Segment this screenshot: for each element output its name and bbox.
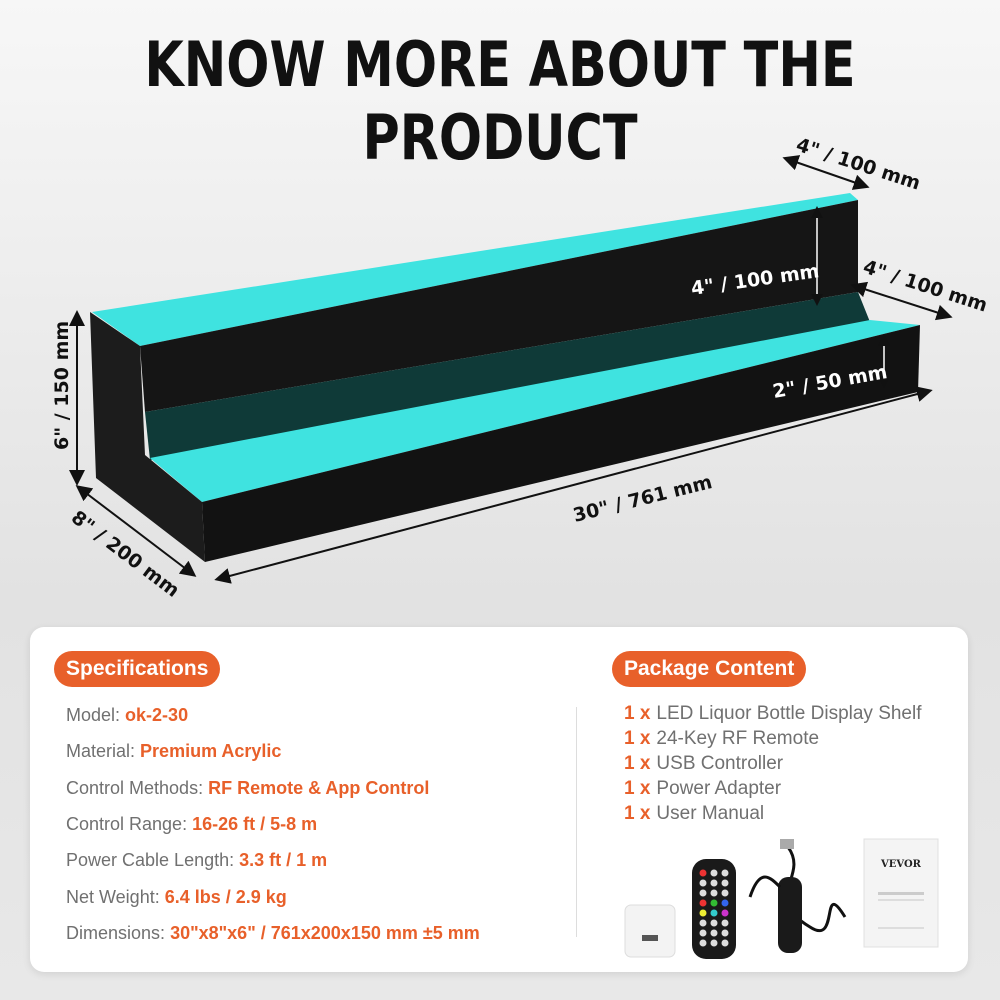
remote-image — [692, 859, 736, 959]
top-depth-arrow — [782, 155, 870, 190]
manual-brand-logo: VEVOR — [880, 859, 922, 870]
user-manual-image: VEVOR — [863, 838, 939, 948]
remote-button — [721, 939, 729, 947]
remote-button — [699, 929, 707, 937]
spec-label: Material: — [66, 741, 136, 762]
remote-button — [699, 919, 707, 927]
power-adapter-image — [624, 904, 676, 958]
upper-shelf-front — [140, 200, 858, 412]
package-item: 1 x User Manual — [624, 803, 764, 825]
upper-shelf-top — [92, 193, 858, 346]
remote-button — [710, 869, 718, 877]
package-qty: 1 x — [624, 753, 651, 774]
package-photos: VEVOR — [624, 838, 939, 959]
remote-button — [699, 939, 707, 947]
remote-button — [710, 919, 718, 927]
spec-label: Control Methods: — [66, 777, 204, 798]
spec-row: Material: Premium Acrylic — [66, 741, 281, 762]
package-item: 1 x 24-Key RF Remote — [624, 728, 819, 750]
remote-button — [721, 879, 729, 887]
package-qty: 1 x — [624, 803, 651, 824]
package-name: USB Controller — [656, 753, 784, 774]
usb-controller-image — [748, 839, 847, 953]
remote-button — [699, 899, 707, 907]
spec-value: 3.3 ft / 1 m — [239, 850, 328, 871]
top-depth-label: 4" / 100 mm — [793, 134, 923, 195]
remote-button — [710, 939, 718, 947]
spec-label: Dimensions: — [66, 922, 166, 943]
spec-label: Power Cable Length: — [66, 850, 235, 871]
remote-button — [721, 919, 729, 927]
lower-depth-label: 4" / 100 mm — [860, 256, 990, 317]
spec-value: RF Remote & App Control — [208, 777, 430, 798]
spec-value: Premium Acrylic — [140, 741, 282, 762]
height-label: 6" / 150 mm — [51, 321, 73, 450]
spec-value: 16-26 ft / 5-8 m — [192, 813, 318, 834]
length-arrow — [214, 386, 933, 584]
package-qty: 1 x — [624, 703, 651, 724]
remote-button — [699, 889, 707, 897]
remote-button — [721, 899, 729, 907]
package-item: 1 x LED Liquor Bottle Display Shelf — [624, 703, 922, 725]
remote-button — [710, 889, 718, 897]
spec-value: 6.4 lbs / 2.9 kg — [164, 886, 287, 907]
info-card: Specifications Model: ok-2-30 Material: P… — [30, 627, 968, 972]
shelf-illustration: 6" / 150 mm 8" / 200 mm 30" / 761 mm 4" … — [51, 134, 990, 602]
package-name: LED Liquor Bottle Display Shelf — [656, 703, 922, 724]
package-heading: Package Content — [612, 651, 807, 687]
page-title: KNOW MORE ABOUT THE PRODUCT — [144, 28, 856, 174]
spec-row: Model: ok-2-30 — [66, 705, 188, 726]
spec-row: Power Cable Length: 3.3 ft / 1 m — [66, 850, 327, 871]
spec-label: Net Weight: — [66, 886, 160, 907]
remote-button — [721, 909, 729, 917]
spec-label: Control Range: — [66, 813, 188, 834]
package-name: Power Adapter — [656, 778, 782, 799]
remote-button — [710, 909, 718, 917]
remote-button — [721, 929, 729, 937]
spec-row: Dimensions: 30"x8"x6" / 761x200x150 mm ±… — [66, 923, 480, 944]
package-name: 24-Key RF Remote — [656, 728, 820, 749]
remote-button — [710, 899, 718, 907]
lower-depth-arrow — [850, 281, 953, 321]
spec-value: ok-2-30 — [125, 705, 189, 725]
package-qty: 1 x — [624, 778, 651, 799]
remote-button — [699, 869, 707, 877]
remote-button — [710, 879, 718, 887]
depth-arrow — [75, 485, 197, 577]
remote-button — [721, 889, 729, 897]
package-name: User Manual — [656, 803, 765, 824]
spec-row: Control Range: 16-26 ft / 5-8 m — [66, 814, 317, 835]
spec-label: Model: — [66, 705, 121, 725]
spec-value: 30"x8"x6" / 761x200x150 mm ±5 mm — [170, 922, 480, 943]
package-qty: 1 x — [624, 728, 651, 749]
remote-button — [699, 879, 707, 887]
remote-button — [699, 909, 707, 917]
remote-button — [710, 929, 718, 937]
package-item: 1 x Power Adapter — [624, 778, 781, 800]
package-item: 1 x USB Controller — [624, 753, 783, 775]
divider — [576, 707, 577, 937]
remote-button — [721, 869, 729, 877]
specifications-heading: Specifications — [54, 651, 221, 687]
spec-row: Net Weight: 6.4 lbs / 2.9 kg — [66, 887, 287, 908]
spec-row: Control Methods: RF Remote & App Control — [66, 778, 429, 799]
